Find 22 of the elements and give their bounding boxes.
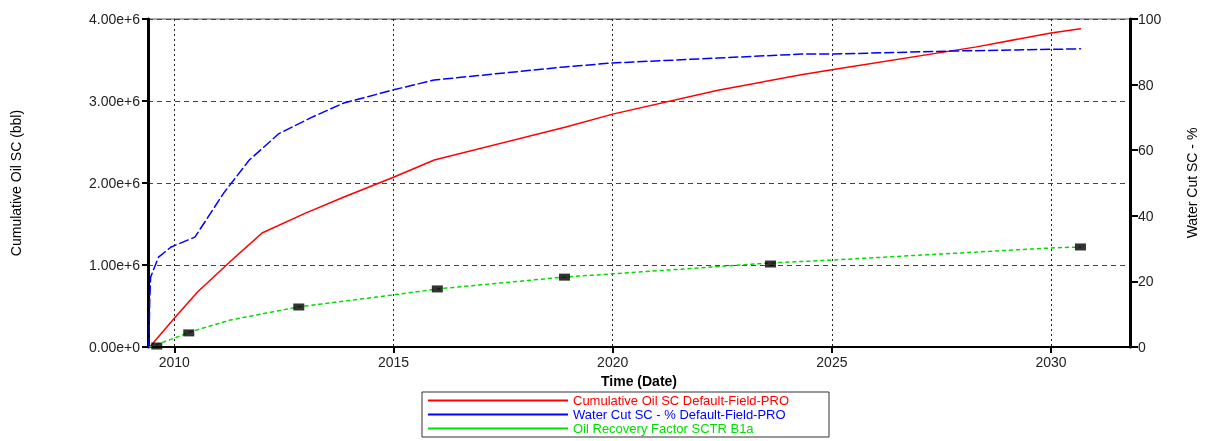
x-axis-title: Time (Date) [601, 372, 677, 389]
x-tick-label: 2015 [377, 354, 410, 370]
y2-tick-label: 80 [1138, 76, 1154, 93]
x-tick-label: 2010 [158, 354, 191, 370]
y2-tick-label: 40 [1138, 207, 1154, 224]
y-tick-label: 0.00e+0 [89, 339, 141, 355]
y-tick-label: 3.00e+6 [89, 93, 141, 109]
y2-axis-title: Water Cut SC - % [1184, 127, 1200, 239]
text: Oil Recovery Factor SCTR B1a [573, 421, 755, 436]
text: Cumulative Oil SC Default-Field-PRO [573, 393, 790, 408]
y-tick-label: 4.00e+6 [89, 11, 141, 27]
x-tick-label: 2025 [816, 354, 848, 370]
y2-tick-label: 60 [1138, 142, 1154, 159]
y-tick-label: 2.00e+6 [89, 175, 141, 191]
y-axis-title: Cumulative Oil SC (bbl) [8, 109, 24, 257]
x-tick-label: 2020 [597, 354, 629, 370]
text: Water Cut SC - % Default-Field-PRO [573, 407, 786, 422]
x-tick-label: 2030 [1035, 354, 1067, 370]
y-tick-label: 1.00e+6 [89, 257, 141, 273]
y2-tick-label: 100 [1138, 11, 1162, 27]
y2-tick-label: 0 [1138, 339, 1146, 355]
y2-tick-label: 20 [1138, 273, 1154, 290]
